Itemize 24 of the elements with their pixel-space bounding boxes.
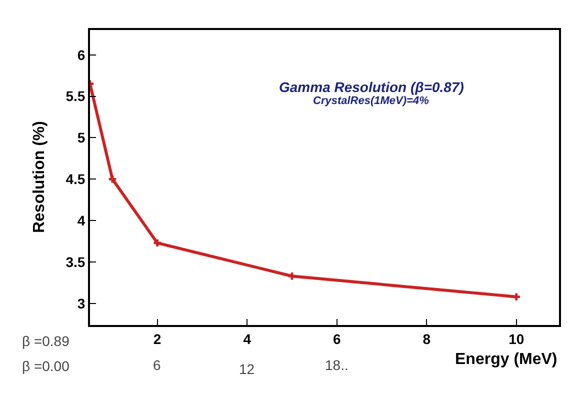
text: 6 <box>153 357 161 373</box>
point <box>154 239 161 247</box>
y-tick-label: 5 <box>77 130 86 146</box>
x-tick-label: 8 <box>422 330 431 347</box>
x-tick-label: 4 <box>243 330 252 347</box>
point <box>288 272 296 280</box>
text: CrystalRes(1MeV)=4% <box>313 95 430 107</box>
x-tick-label: 10 <box>508 330 524 347</box>
y-tick-label: 5.5 <box>66 88 86 104</box>
x-axis-title: Energy (MeV) <box>455 351 558 368</box>
text: β =0.00 <box>22 358 70 374</box>
text: 18.. <box>325 357 348 373</box>
y-tick-label: 3 <box>77 295 86 312</box>
y-axis-title: Resolution (%) <box>31 121 48 234</box>
text: β =0.89 <box>22 333 70 349</box>
x-tick-label: 6 <box>332 330 341 347</box>
x-tick-label: 2 <box>153 330 162 347</box>
text: 12 <box>239 361 255 377</box>
text: Gamma Resolution (β=0.87) <box>279 79 464 95</box>
point <box>108 176 116 183</box>
y-tick-label: 6 <box>77 46 86 63</box>
y-tick-label: 4 <box>77 212 86 228</box>
y-tick-label: 4.5 <box>66 171 86 188</box>
y-tick-label: 3.5 <box>66 254 86 270</box>
